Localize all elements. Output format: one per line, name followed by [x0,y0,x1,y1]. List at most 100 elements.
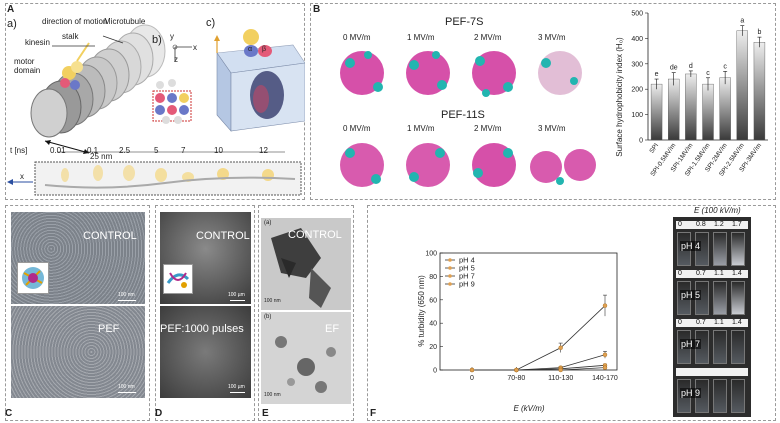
panel-d-scale-bottom: 100 µm [228,384,245,390]
sub-label-b: b) [152,34,162,46]
vial [731,379,745,413]
line-chart-ylabel: % turbidity (650 nm) [417,275,426,347]
bar-significance-letter: c [723,63,727,70]
photo-value: 1.4 [732,270,742,277]
panel-f-label: F [370,408,377,419]
panel-a-illustration [7,24,305,196]
vial [713,232,727,266]
vial [713,281,727,315]
photo-ph-label: pH 7 [680,339,702,349]
field-11s-1: 1 MV/m [407,124,435,133]
bar-y-tick-label: 500 [631,11,643,18]
photo-value: 1.4 [732,319,742,326]
line-chart-xlabel: E (kV/m) [513,404,544,413]
panel-d-scale-top: 100 µm [228,292,245,298]
bar [753,42,766,141]
bar-significance-letter: b [757,29,761,36]
sub-label-a: a) [7,18,17,30]
bar [702,83,714,141]
panel-d-bottom-image [160,306,251,398]
vial [713,379,727,413]
line-x-tick-label: 70-80 [507,375,525,382]
photo-ph-label: pH 4 [680,241,702,251]
bar [736,30,748,141]
panel-a-label: A [7,4,15,15]
panel-c-inset [17,262,49,294]
legend-marker [448,266,452,270]
photo-value: 1.2 [714,221,724,228]
direction-label: direction of motion [42,17,108,26]
bar-significance-letter: a [740,18,744,25]
panel-e-bottom-image [261,312,351,404]
panel-d-scalebar-top [230,300,245,301]
vial [713,330,727,364]
photo-header: E (100 kV/m) [694,206,741,215]
line-point [602,365,608,370]
line-x-tick-label: 110-130 [548,375,573,382]
panel-e-label: E [262,408,269,419]
line-y-tick-label: 60 [429,297,437,304]
kinesin-label: kinesin [25,38,50,47]
legend-marker [448,274,452,278]
bar [650,83,663,141]
panel-d-inset [163,264,193,294]
line-y-tick-label: 20 [429,344,437,351]
protein-11s-1 [406,143,450,187]
bar-significance-letter: de [670,65,678,72]
time-value-5: 7 [181,146,186,155]
axis-y-label: y [170,32,174,41]
line-point [558,367,563,373]
line-y-tick-label: 40 [429,321,437,328]
microtubule-label: Microtubule [104,17,146,26]
domain-label: domain [14,66,41,75]
bar [719,77,731,141]
protein-7s-2 [472,51,516,97]
field-7s-2: 2 MV/m [474,33,502,42]
panel-d-top-label: CONTROL [196,230,250,242]
bar-category-label: SPI [648,142,660,155]
time-value-6: 10 [214,146,223,155]
line-point [558,345,563,350]
panel-e-scale-bottom: 100 nm [264,392,281,398]
panel-e-top-tag: (a) [264,220,272,226]
photo-value: 0 [678,221,682,228]
panel-c-scale-bottom: 100 nm [118,384,135,390]
panel-c-label: C [5,408,13,419]
photo-ph-label: pH 9 [680,388,702,398]
photo-ph-label: pH 5 [680,290,702,300]
bar-significance-letter: c [706,70,710,77]
photo-value: 1.1 [714,270,724,277]
panel-e-bottom-tag: (b) [264,314,272,320]
panel-e-top-label: CONTROL [288,229,342,241]
axis-x-label: x [193,43,197,52]
field-11s-2: 2 MV/m [474,124,502,133]
bar-chart-ylabel: Surface hydrophobicity index (H₀) [615,37,624,157]
panel-c-scalebar-bottom [118,392,136,393]
vial [731,281,745,315]
panel-c-scalebar-top [118,300,136,301]
bar [668,78,680,141]
line-point [602,303,608,308]
field-7s-0: 0 MV/m [343,33,371,42]
panel-d-bottom-label: PEF:1000 pulses [160,323,244,335]
bar-y-tick-label: 100 [631,112,643,119]
bar-significance-letter: e [655,71,659,78]
time-axis-label: t [ns] [10,146,28,155]
panel-c [5,205,150,421]
panel-e-scale-top: 100 nm [264,298,281,304]
photo-value-strip [676,319,748,327]
legend-marker [448,258,452,262]
bar-y-tick-label: 0 [639,138,643,145]
photo-value-strip [676,221,748,229]
bar-y-tick-label: 200 [631,87,643,94]
legend-label: pH 9 [459,280,475,289]
bar-y-tick-label: 400 [631,36,643,43]
panel-b-label: B [313,4,321,15]
photo-value: 1.7 [732,221,742,228]
bar-significance-letter: d [689,63,693,70]
photo-value: 1.1 [714,319,724,326]
photo-value-strip [676,368,748,376]
line-series-3 [472,367,606,371]
